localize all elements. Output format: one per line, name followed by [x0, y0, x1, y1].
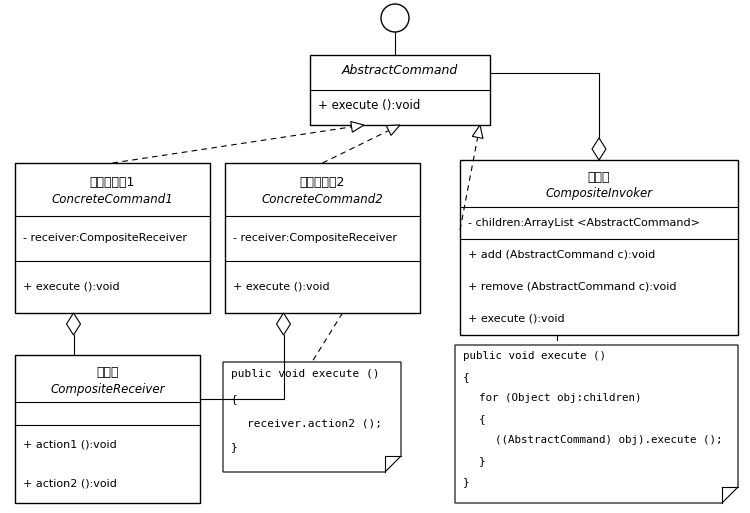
Text: + remove (AbstractCommand c):void: + remove (AbstractCommand c):void	[468, 282, 676, 292]
Text: AbstractCommand: AbstractCommand	[342, 64, 458, 77]
Text: - receiver:CompositeReceiver: - receiver:CompositeReceiver	[233, 233, 397, 243]
Text: ((AbstractCommand) obj).execute ();: ((AbstractCommand) obj).execute ();	[495, 435, 722, 445]
Polygon shape	[277, 313, 290, 335]
Text: CompositeInvoker: CompositeInvoker	[545, 187, 652, 200]
Text: }: }	[479, 456, 485, 466]
Text: 具体命令的1: 具体命令的1	[90, 176, 135, 189]
Text: - receiver:CompositeReceiver: - receiver:CompositeReceiver	[23, 233, 187, 243]
Text: {: {	[231, 393, 238, 404]
Text: ConcreteCommand1: ConcreteCommand1	[52, 193, 173, 206]
Polygon shape	[386, 125, 400, 135]
Bar	[225, 163, 420, 313]
Text: for (Object obj:children): for (Object obj:children)	[479, 392, 641, 403]
Text: + action1 ():void: + action1 ():void	[23, 439, 117, 449]
Polygon shape	[455, 345, 738, 503]
Text: + add (AbstractCommand c):void: + add (AbstractCommand c):void	[468, 250, 656, 260]
Text: public void execute (): public void execute ()	[463, 350, 606, 361]
Bar	[460, 160, 738, 335]
Circle shape	[381, 4, 409, 32]
Text: CompositeReceiver: CompositeReceiver	[50, 383, 165, 396]
Polygon shape	[67, 313, 80, 335]
Bar	[310, 55, 490, 125]
Text: 接收者: 接收者	[96, 366, 118, 380]
Text: 具体命令的2: 具体命令的2	[300, 176, 345, 189]
Text: {: {	[463, 371, 470, 382]
Text: receiver.action2 ();: receiver.action2 ();	[247, 418, 382, 428]
Polygon shape	[223, 362, 401, 472]
Text: + execute ():void: + execute ():void	[23, 282, 120, 292]
Text: 调用者: 调用者	[588, 171, 610, 185]
Text: ConcreteCommand2: ConcreteCommand2	[262, 193, 383, 206]
Text: }: }	[463, 477, 470, 487]
Text: public void execute (): public void execute ()	[231, 369, 380, 379]
Polygon shape	[351, 122, 364, 132]
Text: - children:ArrayList <AbstractCommand>: - children:ArrayList <AbstractCommand>	[468, 218, 700, 228]
Text: + execute ():void: + execute ():void	[468, 314, 565, 324]
Text: {: {	[479, 413, 485, 424]
Text: + action2 ():void: + action2 ():void	[23, 479, 117, 488]
Bar	[15, 355, 200, 503]
Polygon shape	[592, 138, 606, 160]
Text: }: }	[231, 443, 238, 452]
Text: + execute ():void: + execute ():void	[233, 282, 330, 292]
Bar	[15, 163, 210, 313]
Polygon shape	[472, 125, 483, 139]
Text: + execute ():void: + execute ():void	[318, 99, 420, 112]
